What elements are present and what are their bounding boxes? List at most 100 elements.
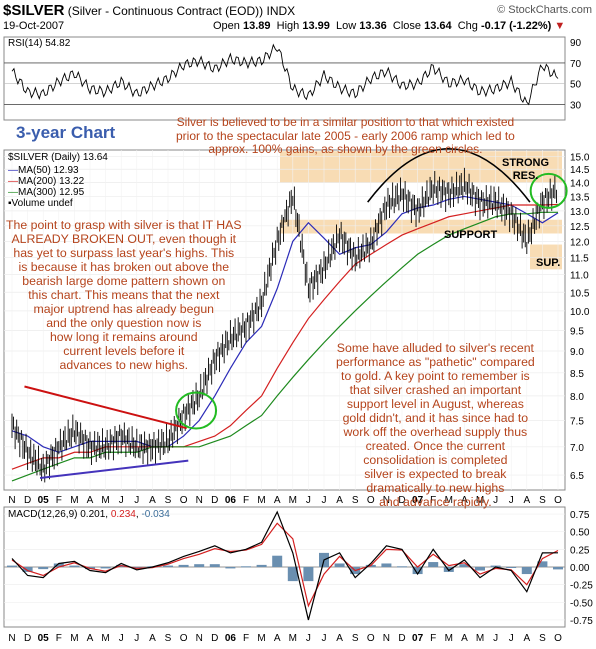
price-x-tick-label: 07 [412, 495, 424, 506]
price-label: $SILVER (Daily) 13.64 [8, 152, 108, 163]
price-x-tick-label: J [493, 495, 498, 506]
macd-histogram-bar [194, 564, 205, 567]
price-tick-label: 9.0 [570, 347, 584, 358]
macd-histogram-bar [209, 564, 220, 567]
macd-tick-label: 0.75 [570, 510, 590, 521]
price-x-tick-label: M [101, 495, 109, 506]
rsi-label: RSI(14) 54.82 [8, 38, 71, 49]
price-x-tick-label: 06 [225, 495, 237, 506]
breakout-circle-2005 [175, 391, 218, 430]
ma300-line [11, 211, 558, 482]
legend-volume: ▪Volume undef [8, 198, 73, 209]
macd-x-tick-label: D [211, 633, 218, 644]
macd-histogram-bar [100, 567, 111, 569]
macd-x-tick-label: O [554, 633, 562, 644]
macd-histogram-bar [412, 567, 423, 575]
price-x-tick-label: A [274, 495, 281, 506]
price-tick-label: 12.5 [570, 222, 590, 233]
rsi-tick-label: 90 [570, 38, 582, 49]
macd-x-tick-label: O [180, 633, 188, 644]
rising-support-line [39, 459, 189, 479]
macd-x-tick-label: S [539, 633, 546, 644]
macd-x-tick-label: M [70, 633, 78, 644]
macd-x-tick-label: F [56, 633, 62, 644]
macd-x-tick-label: F [430, 633, 436, 644]
price-x-tick-label: D [24, 495, 31, 506]
macd-line [11, 510, 559, 621]
macd-x-tick-label: S [165, 633, 172, 644]
price-tick-label: 8.5 [570, 369, 584, 380]
price-tick-label: 14.0 [570, 179, 590, 190]
attribution: © StockCharts.com [497, 4, 592, 16]
macd-x-tick-label: M [101, 633, 109, 644]
price-tick-label: 8.0 [570, 392, 584, 403]
price-tick-label: 10.5 [570, 288, 590, 299]
change-value: -0.17 (-1.22%) [480, 20, 552, 32]
left-annotation: The point to grasp with silver is that I… [6, 218, 242, 372]
falling-resistance-line [24, 385, 187, 430]
macd-tick-label: -0.75 [570, 616, 593, 627]
price-x-tick-label: N [383, 495, 390, 506]
macd-histogram-bar [131, 567, 142, 569]
macd-tick-label: 0.00 [570, 563, 590, 574]
macd-histogram-bar [256, 564, 267, 567]
macd-x-tick-label: N [8, 633, 15, 644]
macd-histogram-bar [38, 567, 49, 570]
macd-x-tick-label: 05 [38, 633, 50, 644]
price-x-tick-label: M [70, 495, 78, 506]
close-value: 13.64 [424, 20, 452, 32]
macd-histogram-bar [287, 567, 298, 582]
macd-histogram-bar [475, 567, 485, 571]
macd-histogram-bar [334, 563, 345, 567]
price-tick-label: 13.5 [570, 192, 590, 203]
price-tick-label: 15.0 [570, 152, 590, 163]
macd-x-tick-label: J [509, 633, 514, 644]
macd-x-tick-label: D [24, 633, 31, 644]
macd-histogram-bar [22, 567, 33, 572]
price-layer: 6.5 7.0 7.5 8.0 8.5 9.0 9.5 10.0 10.5 11.0 11.5 12.… [4, 147, 590, 490]
price-x-tick-label: J [509, 495, 514, 506]
macd-histogram-bar [537, 561, 548, 567]
macd-x-tick-label: A [336, 633, 343, 644]
macd-x-tick-label: M [445, 633, 453, 644]
macd-histogram-bar [225, 567, 236, 569]
macd-x-tick-label: A [523, 633, 530, 644]
macd-histogram-bar [69, 565, 80, 567]
price-x-tick-label: M [445, 495, 453, 506]
macd-histogram-bar [428, 562, 439, 567]
macd-tick-label: -0.25 [570, 581, 593, 592]
price-x-tick-label: F [430, 495, 436, 506]
macd-x-tick-label: A [87, 633, 94, 644]
macd-histogram-bar [553, 567, 563, 570]
macd-tick-label: -0.50 [570, 598, 593, 609]
top-annotation: Silver is believed to be in a similar po… [176, 115, 515, 156]
price-x-tick-label: F [56, 495, 62, 506]
legend-ma300: —MA(300) 12.95 [8, 187, 85, 198]
strong-resistance-label: STRONG RES. [502, 157, 550, 182]
price-tick-label: 9.5 [570, 326, 584, 337]
macd-histogram-bar [303, 567, 314, 582]
macd-x-tick-label: 06 [225, 633, 237, 644]
price-x-tick-label: D [211, 495, 218, 506]
macd-x-tick-label: O [367, 633, 375, 644]
open-value: 13.89 [242, 20, 271, 32]
macd-x-tick-label: N [383, 633, 390, 644]
support-label: SUPPORT [444, 229, 498, 241]
rsi-tick-label: 30 [570, 100, 582, 111]
rsi-tick-label: 70 [570, 59, 582, 70]
macd-x-tick-label: J [493, 633, 498, 644]
rsi-line [11, 43, 559, 106]
price-x-tick-label: N [8, 495, 15, 506]
legend-ma50: —MA(50) 12.93 [8, 165, 79, 176]
ma200-line [11, 203, 559, 470]
price-x-tick-label: M [476, 495, 484, 506]
macd-histogram-bar [381, 563, 392, 567]
macd-x-tick-label: J [306, 633, 311, 644]
macd-histogram-bar [397, 566, 407, 568]
macd-histogram-bar [443, 567, 454, 572]
breakout-circle-2007 [529, 172, 568, 209]
price-x-tick-label: S [352, 495, 359, 506]
macd-x-tick-label: J [322, 633, 327, 644]
axis-layer: N D 05 F M A M J J A S O N D 06 F M A M J J A S O N D 07 F M A M J J A S ON… [8, 495, 562, 644]
